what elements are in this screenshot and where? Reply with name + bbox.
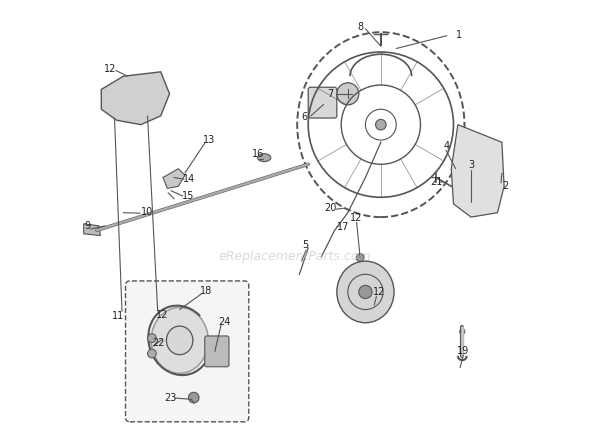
Circle shape [347, 306, 354, 313]
Polygon shape [101, 72, 169, 124]
Text: 23: 23 [165, 393, 177, 404]
FancyBboxPatch shape [308, 87, 337, 118]
Text: 1: 1 [455, 30, 462, 40]
Text: 12: 12 [372, 287, 385, 297]
Circle shape [148, 349, 156, 358]
Text: 4: 4 [443, 141, 450, 151]
Text: 5: 5 [303, 240, 309, 250]
Circle shape [460, 329, 465, 334]
Text: 18: 18 [200, 286, 212, 296]
Text: 12: 12 [156, 310, 168, 320]
Polygon shape [84, 224, 100, 236]
Text: 24: 24 [218, 317, 231, 327]
Polygon shape [163, 169, 185, 188]
Text: 3: 3 [468, 160, 474, 170]
Text: 12: 12 [350, 213, 363, 223]
Text: 2: 2 [502, 181, 508, 191]
Circle shape [356, 254, 364, 261]
Text: 13: 13 [203, 135, 215, 145]
Circle shape [188, 392, 199, 403]
Text: 9: 9 [84, 221, 90, 231]
Text: 20: 20 [324, 203, 336, 213]
Circle shape [377, 306, 384, 313]
Ellipse shape [337, 261, 394, 323]
Text: 17: 17 [337, 222, 350, 232]
Text: 10: 10 [140, 207, 153, 217]
Text: 21: 21 [431, 177, 443, 187]
Ellipse shape [166, 326, 193, 355]
FancyBboxPatch shape [205, 336, 229, 367]
Text: 19: 19 [457, 346, 469, 356]
Circle shape [148, 334, 156, 342]
Text: 12: 12 [104, 64, 116, 74]
Text: 8: 8 [357, 22, 363, 32]
Circle shape [337, 83, 359, 105]
FancyBboxPatch shape [455, 141, 489, 205]
FancyBboxPatch shape [126, 281, 249, 422]
Circle shape [376, 119, 386, 130]
Ellipse shape [258, 154, 271, 162]
Circle shape [359, 285, 372, 299]
Text: 11: 11 [112, 311, 124, 321]
Polygon shape [451, 124, 504, 217]
Text: 6: 6 [301, 112, 308, 122]
Text: 22: 22 [152, 338, 165, 348]
Text: 14: 14 [183, 174, 195, 184]
Circle shape [347, 271, 354, 278]
Text: eReplacementParts.com: eReplacementParts.com [219, 250, 371, 263]
Text: 15: 15 [182, 191, 194, 202]
Ellipse shape [151, 307, 208, 373]
Circle shape [377, 271, 384, 278]
Text: 7: 7 [327, 89, 333, 99]
Text: 16: 16 [251, 149, 264, 159]
